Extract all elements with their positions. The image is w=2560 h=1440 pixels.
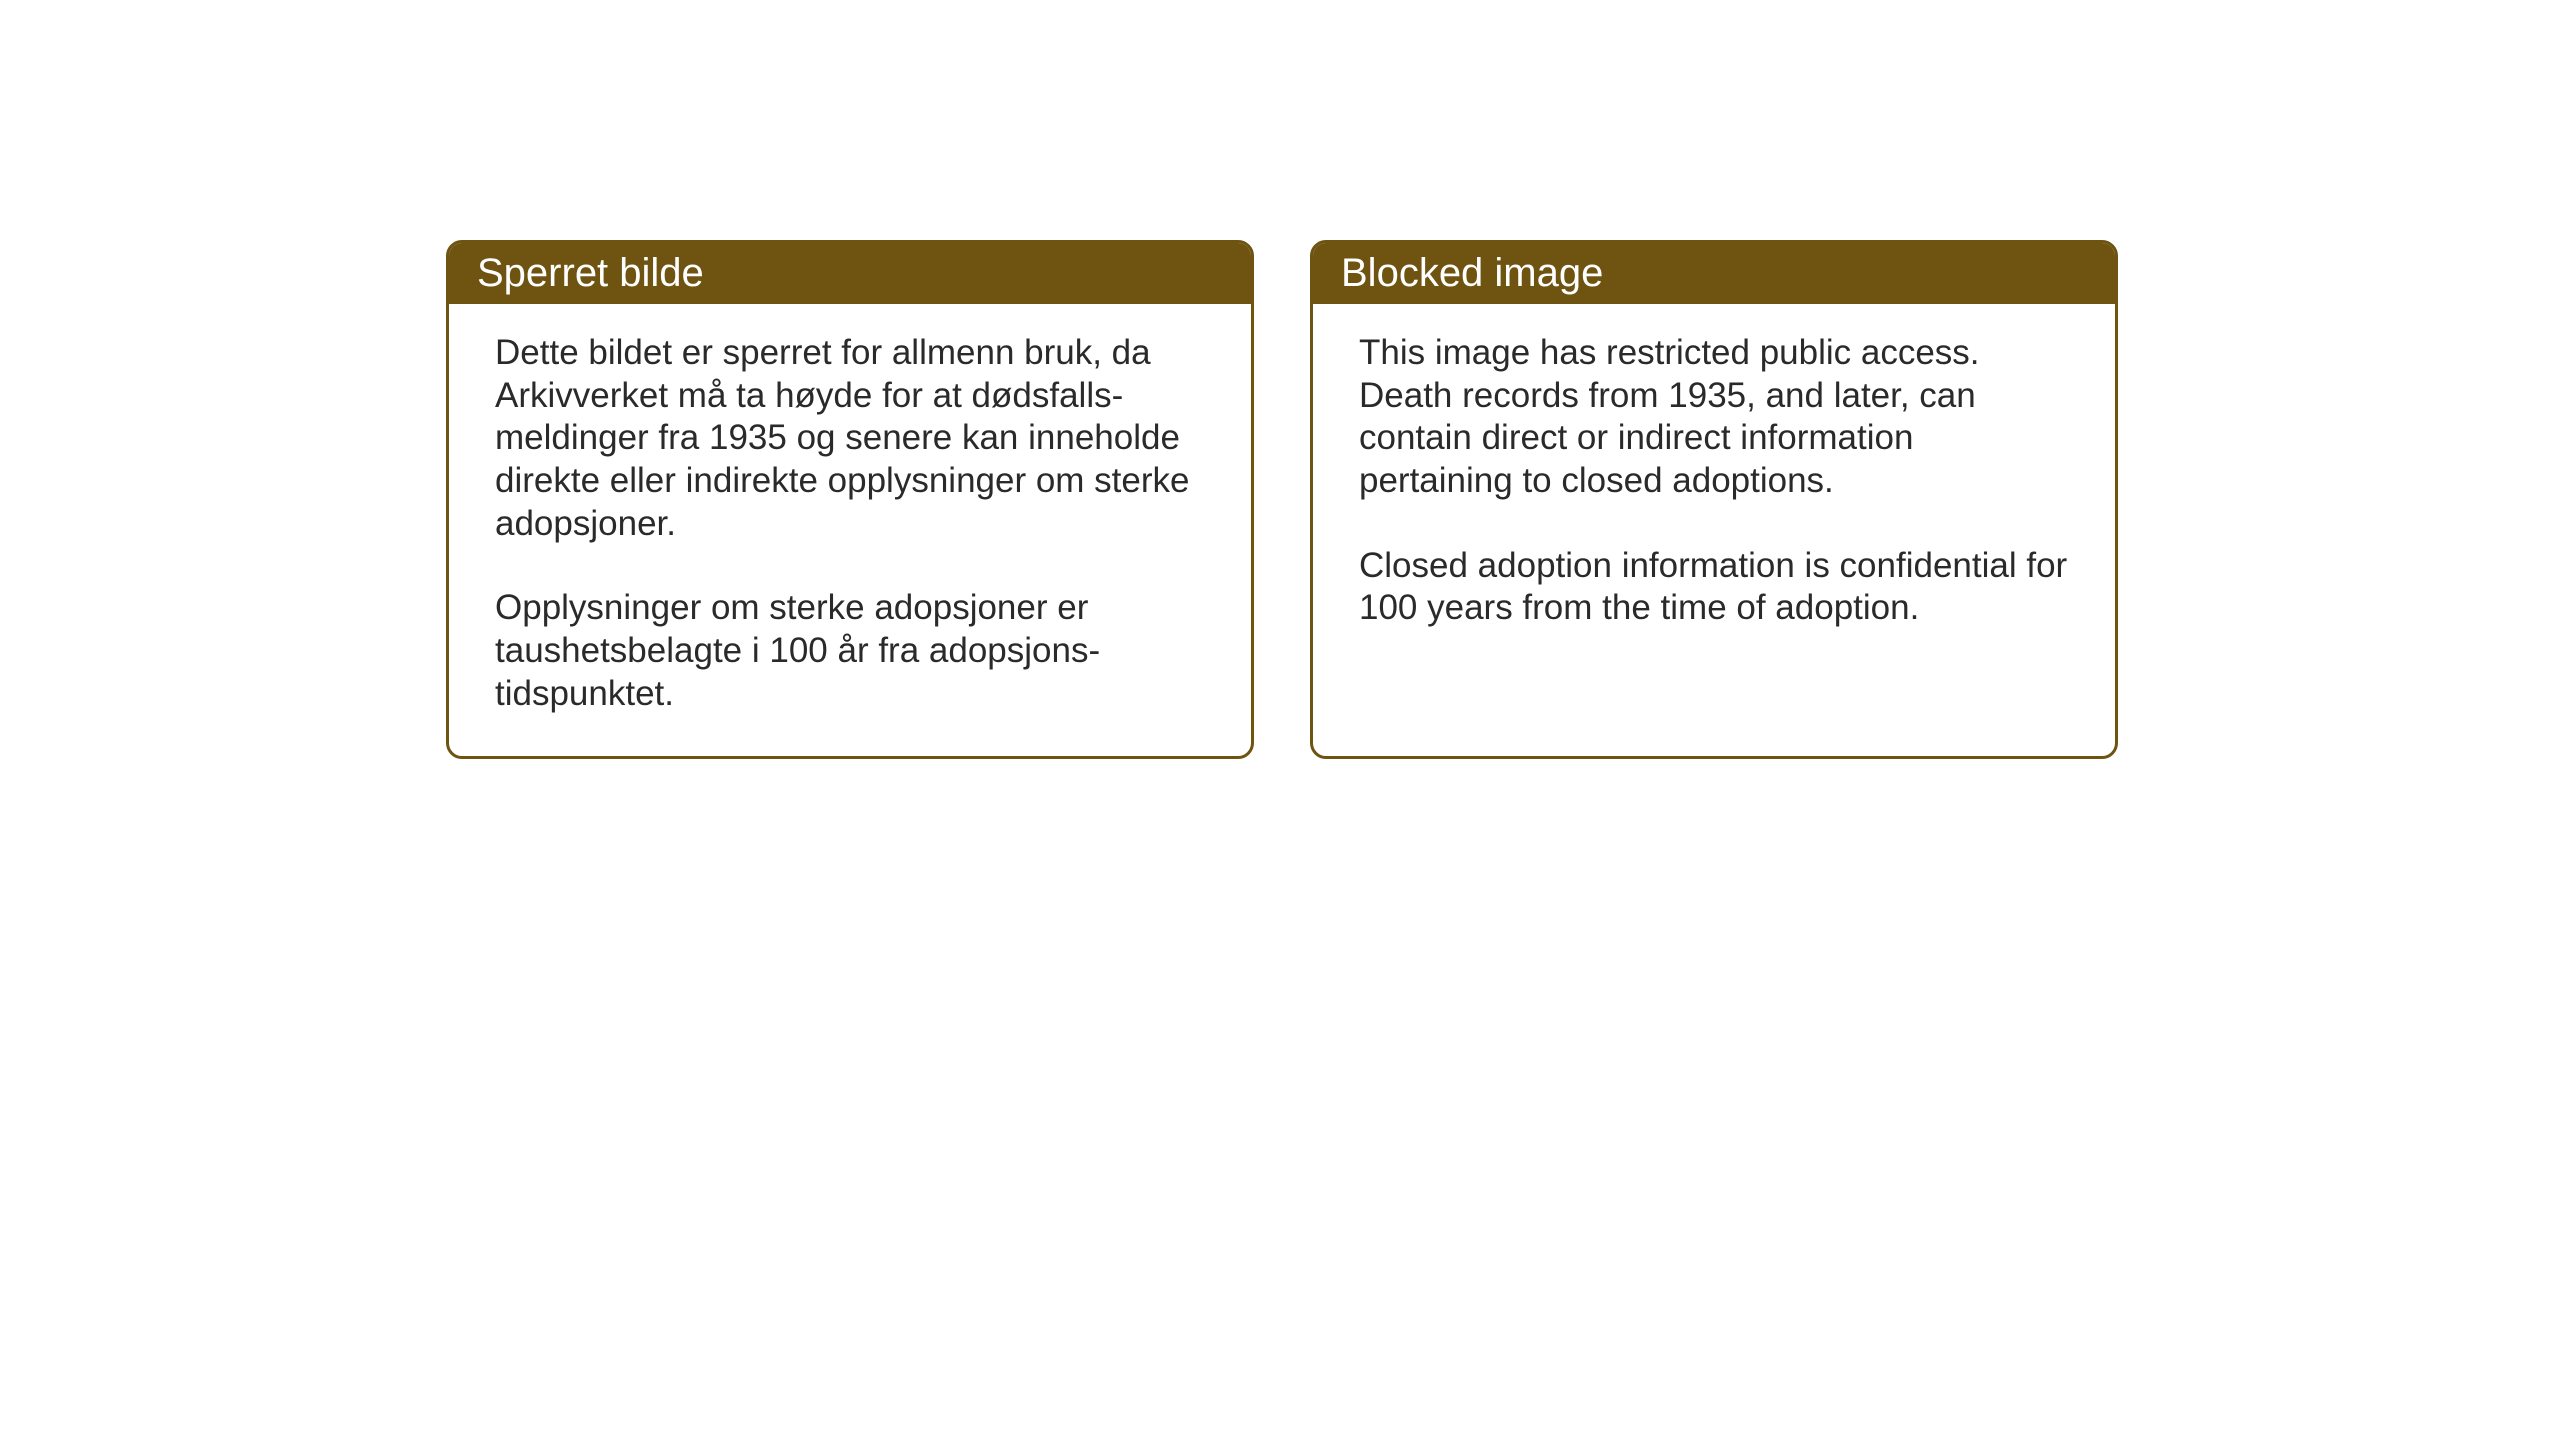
notice-box-norwegian: Sperret bilde Dette bildet er sperret fo… [446,240,1254,759]
notice-container: Sperret bilde Dette bildet er sperret fo… [446,240,2118,759]
notice-header-norwegian: Sperret bilde [449,243,1251,304]
notice-body-english: This image has restricted public access.… [1313,304,2115,670]
notice-paragraph-1-norwegian: Dette bildet er sperret for allmenn bruk… [495,332,1205,545]
notice-body-norwegian: Dette bildet er sperret for allmenn bruk… [449,304,1251,756]
notice-title-english: Blocked image [1341,251,1603,295]
notice-paragraph-2-norwegian: Opplysninger om sterke adopsjoner er tau… [495,587,1205,715]
notice-title-norwegian: Sperret bilde [477,251,704,295]
notice-header-english: Blocked image [1313,243,2115,304]
notice-paragraph-1-english: This image has restricted public access.… [1359,332,2069,503]
notice-box-english: Blocked image This image has restricted … [1310,240,2118,759]
notice-paragraph-2-english: Closed adoption information is confident… [1359,545,2069,630]
